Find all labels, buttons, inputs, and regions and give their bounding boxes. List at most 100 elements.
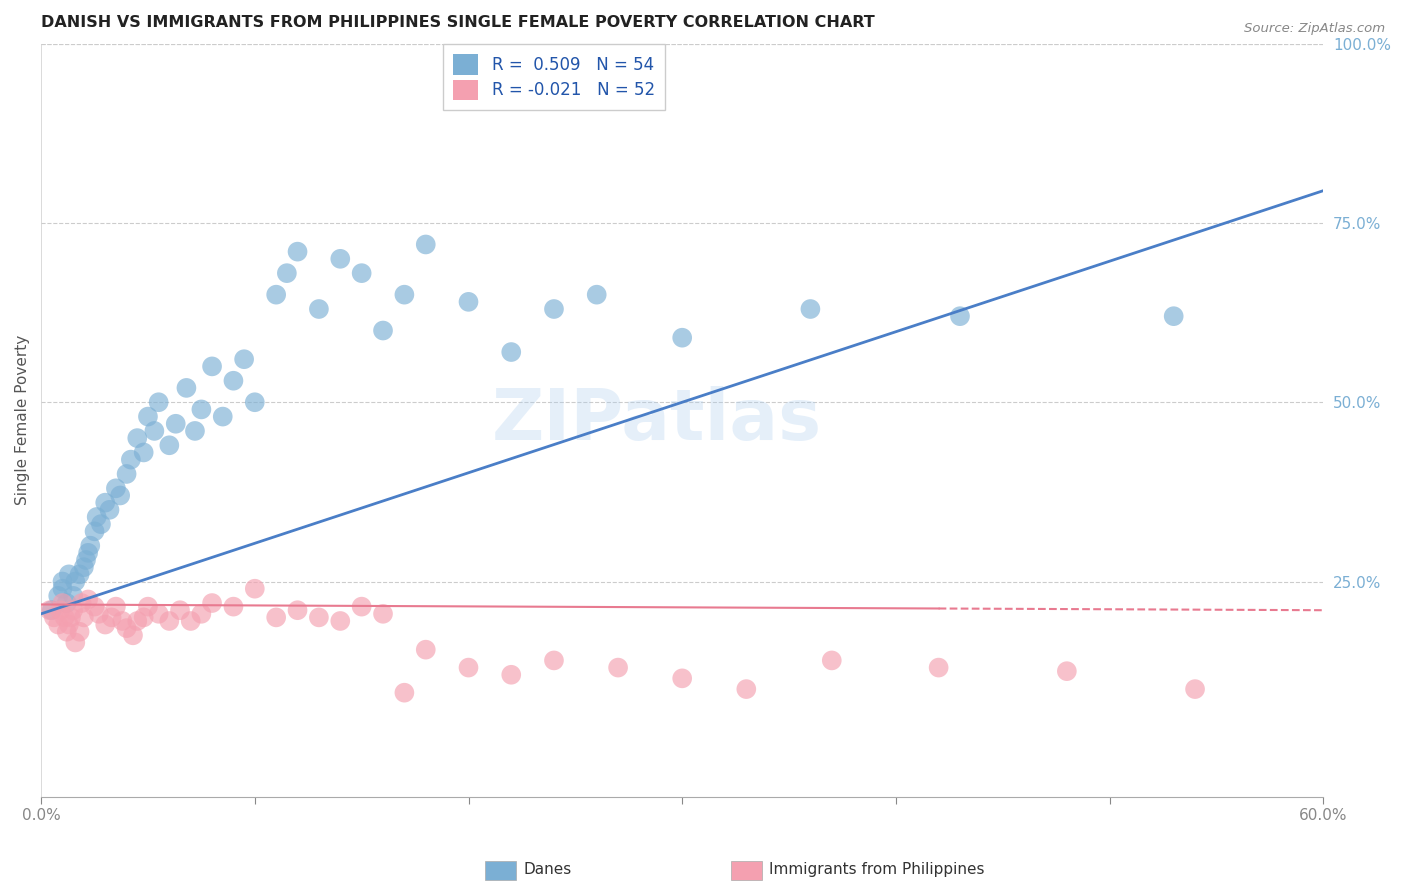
Text: Source: ZipAtlas.com: Source: ZipAtlas.com [1244, 22, 1385, 36]
Point [799, 301, 821, 316]
Point [111, 614, 134, 628]
Point [58, 617, 80, 632]
Point [585, 287, 607, 301]
Point [276, 266, 298, 280]
Point [287, 244, 309, 259]
Point [136, 409, 159, 424]
Point [190, 607, 212, 621]
Point [222, 599, 245, 614]
Point [211, 409, 233, 424]
Point [100, 610, 122, 624]
Point [148, 607, 170, 621]
Point [51, 574, 73, 589]
Point [46, 617, 69, 632]
Point [58, 567, 80, 582]
Point [83, 599, 105, 614]
Point [62, 589, 84, 603]
Point [51, 596, 73, 610]
Point [201, 359, 224, 374]
Point [53, 610, 76, 624]
Point [86, 510, 108, 524]
Point [73, 560, 96, 574]
Legend: R =  0.509   N = 54, R = -0.021   N = 52: R = 0.509 N = 54, R = -0.021 N = 52 [443, 45, 665, 110]
Point [176, 381, 198, 395]
Point [75, 553, 97, 567]
Point [148, 395, 170, 409]
Point [415, 237, 437, 252]
Point [120, 452, 142, 467]
Point [42, 610, 65, 624]
Point [329, 614, 352, 628]
Point [38, 603, 60, 617]
Point [136, 599, 159, 614]
Point [83, 524, 105, 539]
Point [243, 582, 266, 596]
Point [169, 603, 191, 617]
Point [243, 395, 266, 409]
Point [79, 539, 101, 553]
Point [94, 496, 117, 510]
Point [1184, 682, 1206, 697]
Point [104, 599, 127, 614]
Point [329, 252, 352, 266]
Point [264, 287, 287, 301]
Point [394, 686, 416, 700]
Point [350, 599, 373, 614]
Point [222, 374, 245, 388]
Point [821, 653, 844, 667]
Point [543, 301, 565, 316]
Point [501, 345, 523, 359]
Point [65, 574, 87, 589]
Point [1163, 309, 1185, 323]
Point [184, 424, 207, 438]
Point [457, 660, 479, 674]
Point [94, 617, 117, 632]
Point [41, 603, 63, 617]
Text: Danes: Danes [523, 863, 571, 877]
Text: ZIPatlas: ZIPatlas [492, 385, 821, 455]
Point [308, 301, 330, 316]
Point [157, 438, 180, 452]
Point [501, 667, 523, 681]
Point [115, 621, 138, 635]
Point [55, 624, 77, 639]
Point [371, 607, 394, 621]
Point [108, 488, 131, 502]
Point [46, 589, 69, 603]
Point [69, 567, 91, 582]
Point [165, 417, 187, 431]
Point [98, 503, 121, 517]
Point [157, 614, 180, 628]
Point [287, 603, 309, 617]
Point [671, 671, 693, 685]
Point [132, 445, 155, 459]
Point [122, 628, 145, 642]
Point [264, 610, 287, 624]
Point [143, 424, 166, 438]
Point [671, 331, 693, 345]
Point [55, 596, 77, 610]
Point [77, 546, 100, 560]
Point [69, 624, 91, 639]
Point [49, 603, 72, 617]
Point [735, 682, 758, 697]
Point [928, 660, 950, 674]
Text: DANISH VS IMMIGRANTS FROM PHILIPPINES SINGLE FEMALE POVERTY CORRELATION CHART: DANISH VS IMMIGRANTS FROM PHILIPPINES SI… [41, 15, 875, 30]
Point [73, 610, 96, 624]
Point [77, 592, 100, 607]
Point [457, 294, 479, 309]
Point [371, 324, 394, 338]
Point [90, 517, 112, 532]
Point [65, 635, 87, 649]
Point [180, 614, 202, 628]
Point [87, 607, 110, 621]
Point [62, 603, 84, 617]
Point [60, 610, 83, 624]
Point [415, 642, 437, 657]
Point [949, 309, 972, 323]
Point [127, 431, 149, 445]
Point [350, 266, 373, 280]
Point [127, 614, 149, 628]
Point [233, 352, 256, 367]
Point [201, 596, 224, 610]
